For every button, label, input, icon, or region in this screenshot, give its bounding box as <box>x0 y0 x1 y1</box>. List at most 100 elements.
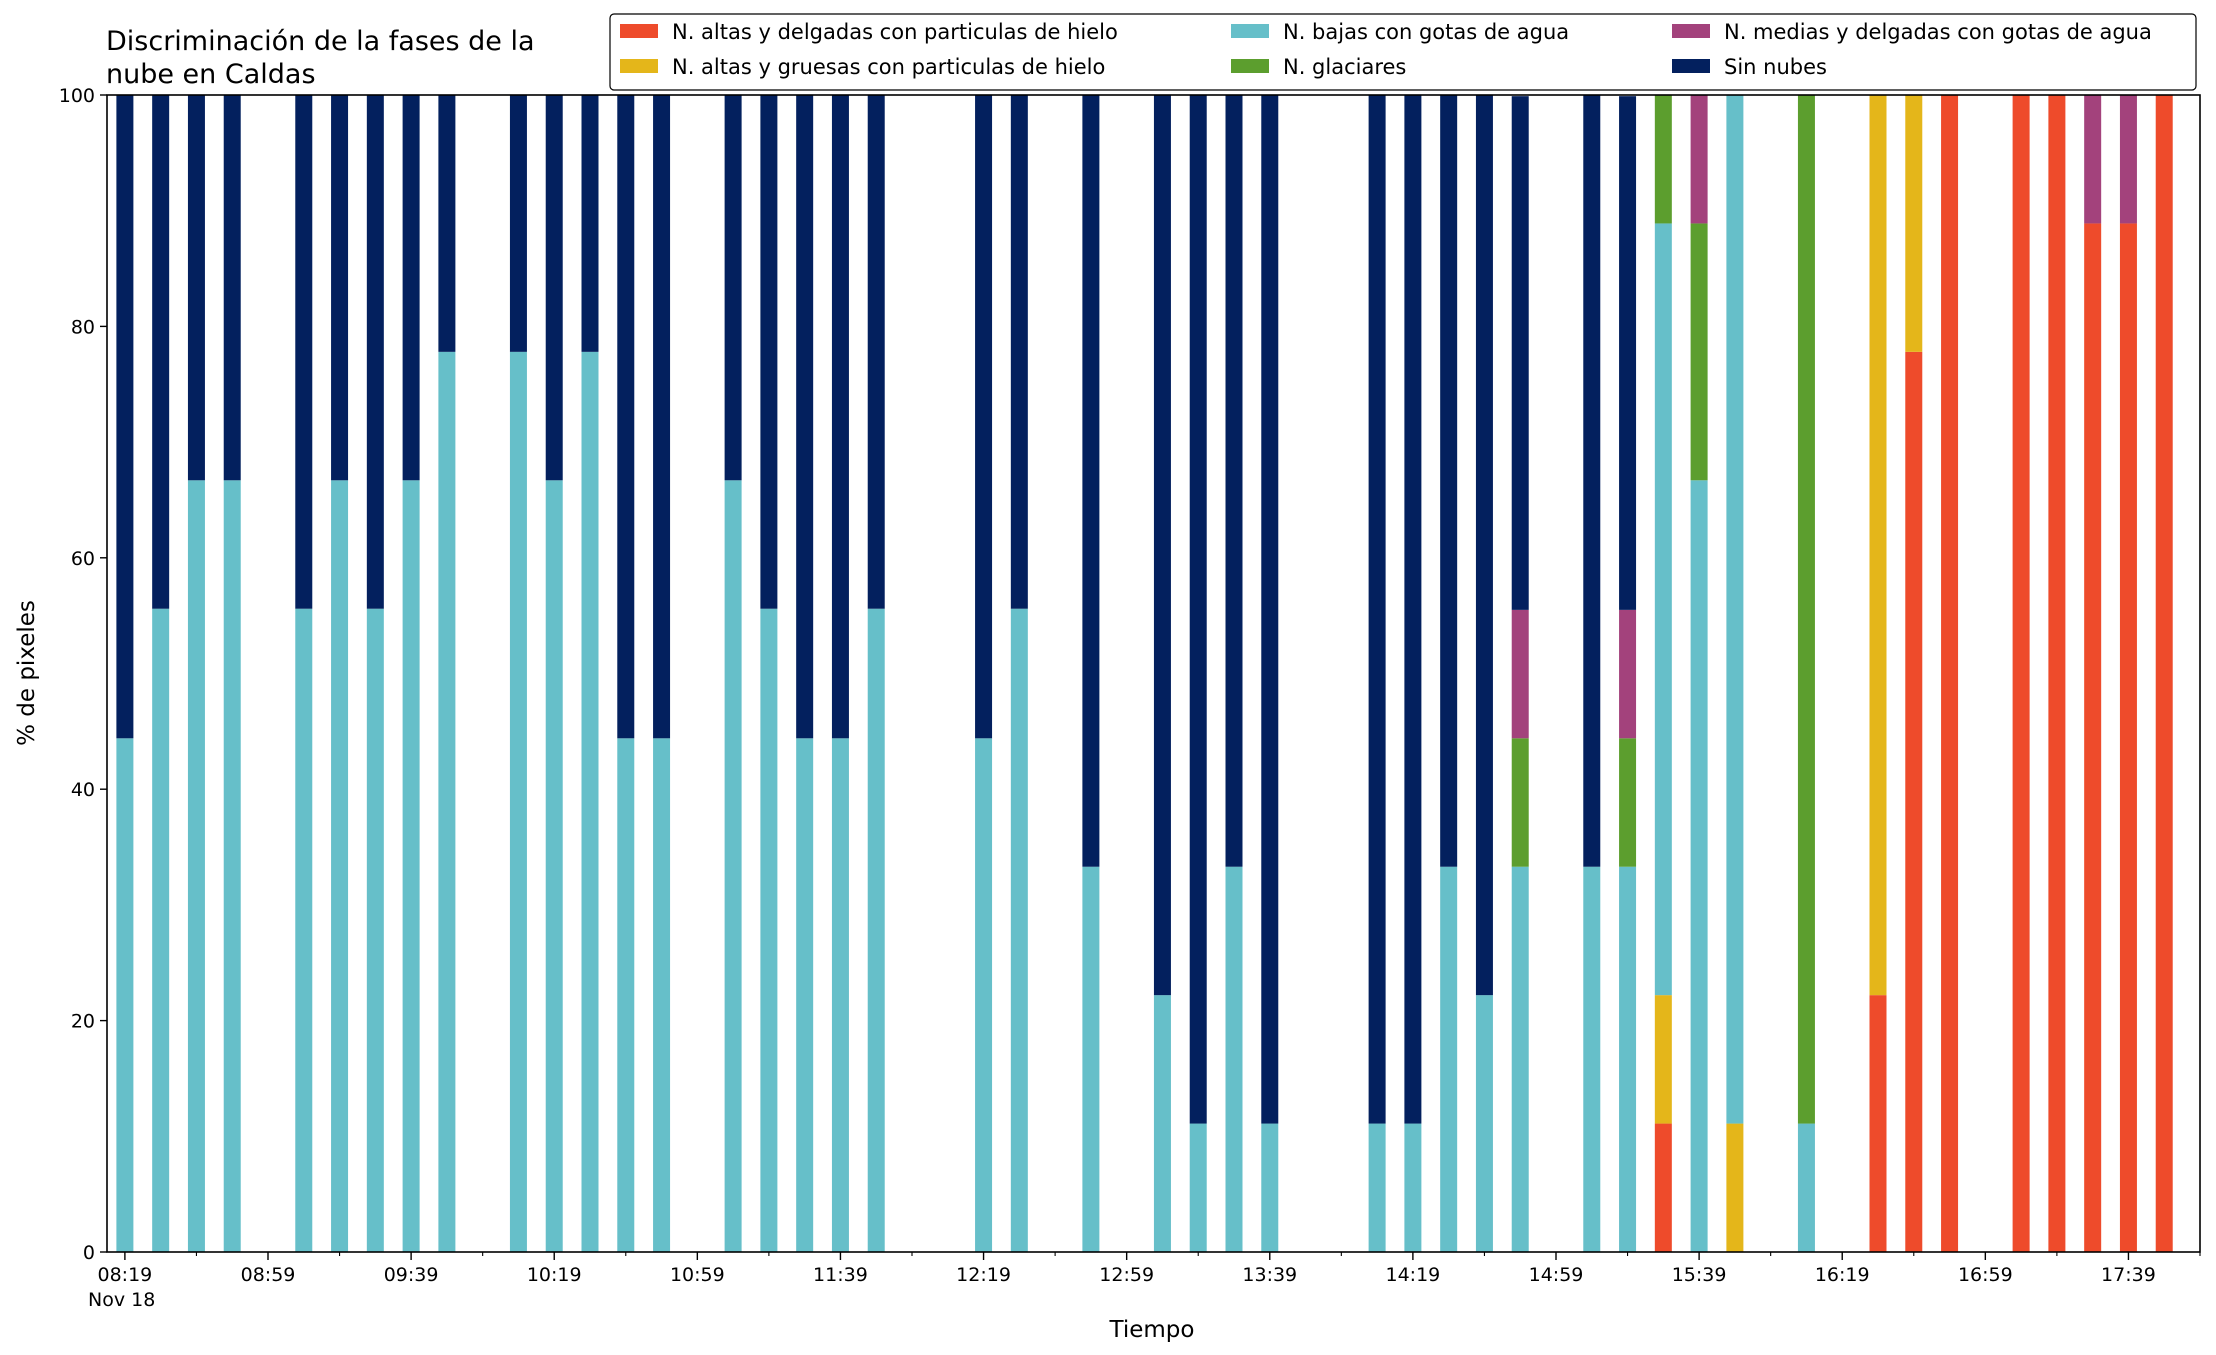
bar-segment-39-1 <box>1905 351 1923 1253</box>
bar-segment-29-3 <box>1440 866 1458 1252</box>
legend-label-3: N. bajas con gotas de agua <box>1283 20 1569 44</box>
bar-segment-21-6 <box>1010 95 1028 609</box>
bar-segment-34-3 <box>1654 223 1672 996</box>
bar-segment-24-3 <box>1189 1123 1207 1252</box>
bar-segment-26-6 <box>1261 95 1279 1124</box>
bar-segment-3-6 <box>187 95 205 481</box>
x-tick-label-11:39: 11:39 <box>813 1264 868 1286</box>
x-tick-label-16:19: 16:19 <box>1815 1264 1870 1286</box>
bar-segment-16-6 <box>760 95 778 609</box>
bar-segment-14-3 <box>653 738 671 1252</box>
y-tick-label-80: 80 <box>71 316 95 338</box>
bar-segment-27-6 <box>1368 95 1386 1124</box>
bar-segment-34-2 <box>1654 995 1672 1124</box>
legend-swatch-2 <box>620 59 658 73</box>
bar-segment-39-2 <box>1905 95 1923 352</box>
bar-segment-24-6 <box>1189 95 1207 1124</box>
bar-segment-12-3 <box>581 351 599 1253</box>
bar-segment-23-6 <box>1153 95 1171 996</box>
x-date-label: Nov 18 <box>88 1289 155 1311</box>
bar-segment-10-6 <box>509 95 527 352</box>
chart-title-line1: Discriminación de la fases de la <box>106 26 535 57</box>
bar-segment-33-5 <box>1619 609 1637 739</box>
bar-segment-19-6 <box>867 95 885 609</box>
legend: N. altas y delgadas con particulas de hi… <box>609 13 2197 91</box>
legend-swatch-6 <box>1672 59 1710 73</box>
legend-swatch-5 <box>1672 24 1710 38</box>
bar-segment-9-6 <box>438 95 456 352</box>
bar-segment-25-3 <box>1225 866 1243 1252</box>
x-tick-label-08:19: 08:19 <box>98 1264 153 1286</box>
x-tick-label-17:39: 17:39 <box>2101 1264 2156 1286</box>
bar-segment-44-1 <box>2119 223 2137 1253</box>
bar-segment-27-3 <box>1368 1123 1386 1252</box>
bar-segment-44-5 <box>2119 95 2137 224</box>
bar-segment-11-3 <box>545 480 563 1252</box>
bar-segment-38-1 <box>1869 995 1887 1252</box>
bar-segment-33-6 <box>1619 96 1637 610</box>
bar-segment-26-3 <box>1261 1123 1279 1252</box>
bar-segment-43-5 <box>2084 95 2102 224</box>
bar-segment-7-3 <box>366 608 384 1252</box>
bar-segment-36-2 <box>1726 1123 1744 1252</box>
x-tick-label-12:19: 12:19 <box>956 1264 1011 1286</box>
bar-segment-17-6 <box>796 95 814 739</box>
x-tick-label-08:59: 08:59 <box>241 1264 296 1286</box>
legend-label-6: Sin nubes <box>1724 55 1827 79</box>
bar-segment-8-3 <box>402 480 420 1252</box>
bar-segment-12-6 <box>581 95 599 352</box>
y-tick-label-0: 0 <box>83 1242 95 1264</box>
bar-segment-37-3 <box>1797 1123 1815 1252</box>
plot-frame <box>106 94 2201 1253</box>
x-tick-label-09:39: 09:39 <box>384 1264 439 1286</box>
bar-segment-37-4 <box>1797 95 1815 1124</box>
bar-segment-38-2 <box>1869 95 1887 996</box>
bar-segment-28-6 <box>1404 95 1422 1124</box>
y-tick-label-100: 100 <box>59 85 95 107</box>
bar-segment-2-3 <box>152 608 170 1252</box>
x-tick-label-14:19: 14:19 <box>1386 1264 1441 1286</box>
bar-segment-6-3 <box>331 480 349 1252</box>
bar-segment-35-5 <box>1690 95 1708 224</box>
bar-segment-20-3 <box>975 738 993 1252</box>
chart-title: Discriminación de la fases de la nube en… <box>106 26 535 90</box>
bar-segment-34-4 <box>1654 95 1672 224</box>
x-tick-label-14:59: 14:59 <box>1529 1264 1584 1286</box>
bar-segment-31-5 <box>1511 609 1529 739</box>
bar-segment-3-3 <box>187 480 205 1252</box>
bar-segment-15-3 <box>724 480 742 1252</box>
legend-box <box>609 13 2197 91</box>
bar-segment-34-1 <box>1654 1123 1672 1252</box>
bar-segment-14-6 <box>653 95 671 739</box>
bar-segment-19-3 <box>867 608 885 1252</box>
bar-segment-18-3 <box>831 738 849 1252</box>
bar-segment-4-3 <box>223 480 241 1252</box>
bar-segment-32-6 <box>1583 95 1601 867</box>
x-tick-label-10:59: 10:59 <box>670 1264 725 1286</box>
bar-segment-28-3 <box>1404 1123 1422 1252</box>
x-tick-label-13:39: 13:39 <box>1242 1264 1297 1286</box>
legend-label-5: N. medias y delgadas con gotas de agua <box>1724 20 2152 44</box>
bar-segment-42-1 <box>2048 95 2066 1252</box>
legend-label-4: N. glaciares <box>1283 55 1406 79</box>
bar-segment-32-3 <box>1583 866 1601 1252</box>
bar-segment-13-3 <box>617 738 635 1252</box>
bar-segment-30-3 <box>1475 995 1493 1252</box>
bar-segment-5-6 <box>295 95 313 609</box>
bar-segment-33-4 <box>1619 738 1637 867</box>
bar-segment-22-6 <box>1082 95 1100 867</box>
y-tick-label-60: 60 <box>71 548 95 570</box>
x-axis-label: Tiempo <box>1109 1317 1195 1343</box>
bar-segment-20-6 <box>975 95 993 739</box>
x-tick-label-15:39: 15:39 <box>1672 1264 1727 1286</box>
bar-segment-1-6 <box>116 95 134 739</box>
bar-segment-31-6 <box>1511 96 1529 610</box>
bar-segment-22-3 <box>1082 866 1100 1252</box>
bar-segment-35-4 <box>1690 223 1708 481</box>
y-tick-label-20: 20 <box>71 1011 95 1033</box>
bar-segment-43-1 <box>2084 223 2102 1253</box>
bar-segment-40-1 <box>1941 95 1959 1252</box>
y-axis-label: % de pixeles <box>14 600 40 746</box>
x-tick-label-16:59: 16:59 <box>1958 1264 2013 1286</box>
